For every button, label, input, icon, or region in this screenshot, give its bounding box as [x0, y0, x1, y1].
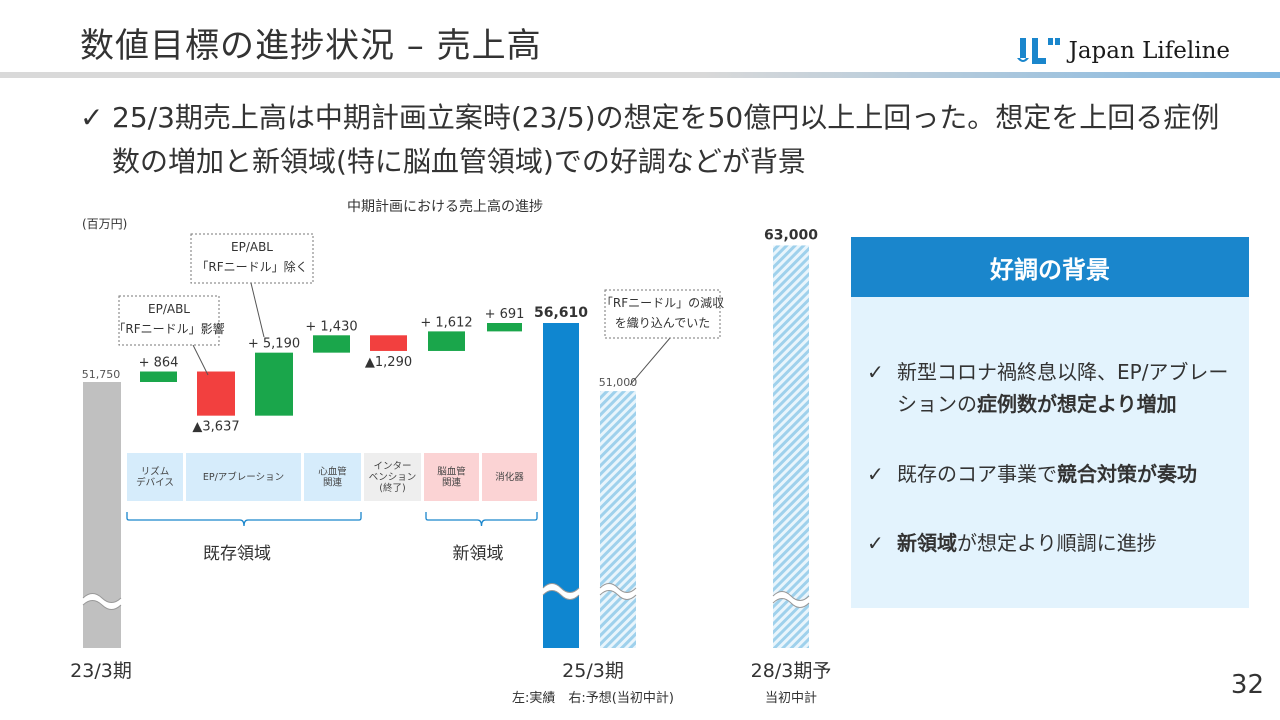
data-label: ▲3,637 [192, 420, 239, 435]
category-box [364, 453, 421, 501]
data-label: + 1,430 [305, 319, 357, 334]
callout-box [118, 295, 220, 346]
point-bold: 新領域 [897, 531, 957, 555]
category-box [304, 453, 361, 501]
unit-label: (百万円) [82, 217, 127, 231]
x-label: 25/3期 [562, 660, 624, 682]
callout-text: 「RFニードル」除く [196, 259, 307, 274]
check-icon: ✓ [867, 462, 884, 486]
data-label: + 691 [485, 307, 525, 322]
callout-leader [192, 344, 209, 376]
data-label: 56,610 [534, 305, 588, 321]
group-label-existing: 既存領域 [203, 544, 271, 564]
axis-break-line [599, 583, 637, 593]
callout-leader [629, 337, 671, 386]
axis-break [543, 583, 579, 600]
callout-text: を織り込んでいた [615, 316, 710, 330]
callout-text: 「RFニードル」の減収 [601, 295, 724, 310]
point-text: が想定より順調に進捗 [957, 531, 1157, 555]
category-label: (終了) [379, 482, 405, 494]
callout-text: 「RFニードル」影響 [113, 321, 224, 336]
page-number: 32 [1230, 670, 1264, 700]
axis-break [600, 583, 636, 600]
panel-point-1: ✓ 新型コロナ禍終息以降、EP/アブレーションの症例数が想定より増加 [867, 356, 1237, 420]
category-box [482, 453, 537, 501]
point-text: 既存のコア事業で [897, 462, 1057, 486]
category-label: EP/アブレーション [203, 471, 284, 483]
data-label: + 5,190 [248, 337, 300, 352]
point-bold: 競合対策が奏功 [1057, 462, 1197, 486]
bar-target-2803 [773, 245, 809, 648]
headline-check-icon: ✓ [80, 101, 104, 134]
x-label: 23/3期 [70, 660, 132, 682]
callout-box [604, 289, 721, 339]
x-sublabel: 当初中計 [765, 690, 817, 706]
category-label: リズム [141, 466, 170, 478]
bar-plan-2503 [600, 391, 636, 648]
headline-text: 25/3期売上高は中期計画立案時(23/5)の想定を50億円以上上回った。想定を… [112, 101, 1220, 178]
axis-break [773, 591, 809, 608]
axis-break-line [772, 598, 810, 608]
headline: ✓ 25/3期売上高は中期計画立案時(23/5)の想定を50億円以上上回った。想… [80, 96, 1240, 184]
axis-break-line [542, 583, 580, 593]
category-box [186, 453, 301, 501]
bar-step [255, 352, 293, 416]
bar-step [487, 323, 522, 332]
bar-step [197, 371, 235, 416]
category-label: 関連 [442, 477, 462, 489]
axis-break-line [82, 593, 122, 603]
callout-leader [250, 282, 265, 338]
data-label: ▲1,290 [365, 355, 412, 370]
waterfall-chart: 中期計画における売上高の進捗 (百万円) 51,750 + 864 ▲3,637 + 5,… [70, 198, 832, 706]
axis-break-line [599, 590, 637, 600]
point-bold: 症例数が想定より増加 [977, 392, 1177, 416]
background-panel [851, 237, 1249, 608]
point-text: 新型コロナ禍終息以降、EP/アブレーションの [897, 360, 1229, 416]
category-label: デバイス [136, 477, 174, 489]
data-label: 51,750 [82, 368, 121, 381]
panel-point-2: ✓ 既存のコア事業で競合対策が奏功 [867, 458, 1237, 490]
panel-point-3: ✓ 新領域が想定より順調に進捗 [867, 527, 1237, 559]
category-label: ベンション [369, 472, 417, 483]
bar-step [370, 335, 407, 351]
page-title: 数値目標の進捗状況 – 売上高 [80, 26, 542, 66]
group-brace [425, 512, 538, 527]
data-label: 63,000 [764, 227, 818, 243]
panel-title: 好調の背景 [851, 237, 1249, 297]
x-sublabel: 左:実績 右:予想(当初中計) [512, 690, 674, 706]
bar-step [313, 335, 350, 353]
callout-box [190, 233, 314, 284]
logo-text: Japan Lifeline [1068, 38, 1230, 64]
category-box [424, 453, 479, 501]
data-label: + 864 [139, 356, 179, 371]
category-label: インター [373, 461, 411, 472]
callout-text: EP/ABL [231, 240, 273, 254]
category-label: 脳血管 [437, 466, 466, 478]
category-label: 関連 [323, 477, 343, 489]
x-label: 28/3期予 [751, 660, 832, 682]
check-icon: ✓ [867, 360, 884, 384]
group-label-new: 新領域 [453, 544, 504, 564]
jll-logo-icon [1016, 38, 1060, 64]
title-divider [0, 72, 1280, 78]
axis-break-line [82, 600, 122, 610]
bar-step [140, 371, 177, 382]
axis-break [83, 593, 121, 610]
company-logo: Japan Lifeline [1016, 34, 1230, 68]
axis-break-line [772, 591, 810, 601]
check-icon: ✓ [867, 531, 884, 555]
bar-step [428, 331, 465, 351]
chart-title: 中期計画における売上高の進捗 [347, 198, 543, 215]
category-label: 消化器 [495, 471, 524, 483]
data-label: + 1,612 [420, 315, 472, 330]
data-label: 51,000 [599, 376, 638, 389]
category-box [127, 453, 183, 501]
category-label: 心血管 [318, 466, 347, 478]
callout-text: EP/ABL [148, 302, 190, 316]
axis-break-line [542, 590, 580, 600]
group-brace [126, 512, 362, 527]
